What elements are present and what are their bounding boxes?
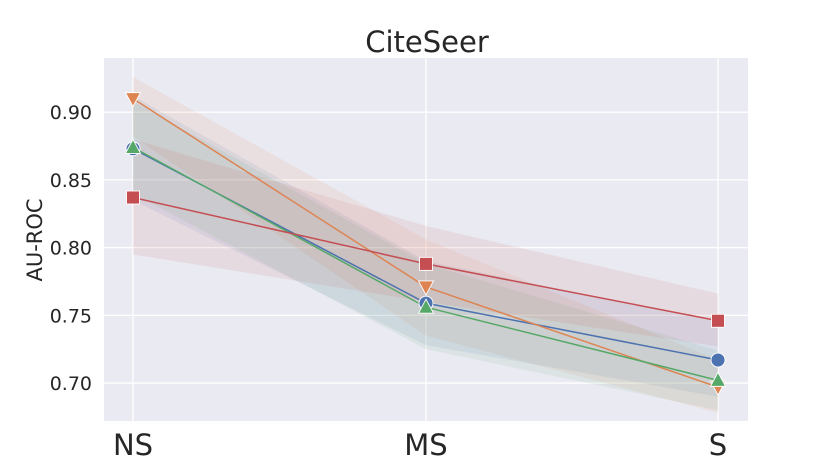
x-tick-label: MS — [404, 428, 447, 462]
y-tick-label: 0.80 — [50, 238, 92, 260]
y-axis-label: AU-ROC — [23, 198, 47, 281]
x-tick-label: NS — [113, 428, 153, 462]
y-tick-label: 0.75 — [50, 305, 92, 327]
marker-green-S — [709, 371, 727, 387]
x-axis-ticks: NS MS S — [113, 428, 727, 462]
band-red — [133, 139, 718, 347]
y-tick-label: 0.70 — [50, 373, 92, 395]
y-tick-label: 0.90 — [50, 102, 92, 124]
series-markers — [124, 92, 727, 397]
marker-blue-S — [710, 352, 726, 368]
chart-title: CiteSeer — [365, 25, 489, 59]
marker-orange-MS — [417, 280, 435, 296]
band-blue — [133, 95, 718, 397]
marker-red-MS — [419, 256, 433, 271]
confidence-bands — [133, 76, 718, 413]
x-tick-label: S — [709, 428, 727, 462]
marker-green-MS — [417, 298, 435, 314]
grid-lines — [104, 58, 748, 421]
band-green — [133, 101, 718, 411]
marker-red-NS — [126, 190, 140, 205]
marker-red-S — [711, 313, 725, 328]
marker-green-NS — [124, 138, 142, 154]
y-tick-label: 0.85 — [50, 170, 92, 192]
marker-orange-NS — [124, 92, 142, 108]
band-orange — [133, 76, 718, 413]
y-axis-ticks: 0.70 0.75 0.80 0.85 0.90 — [50, 102, 92, 395]
